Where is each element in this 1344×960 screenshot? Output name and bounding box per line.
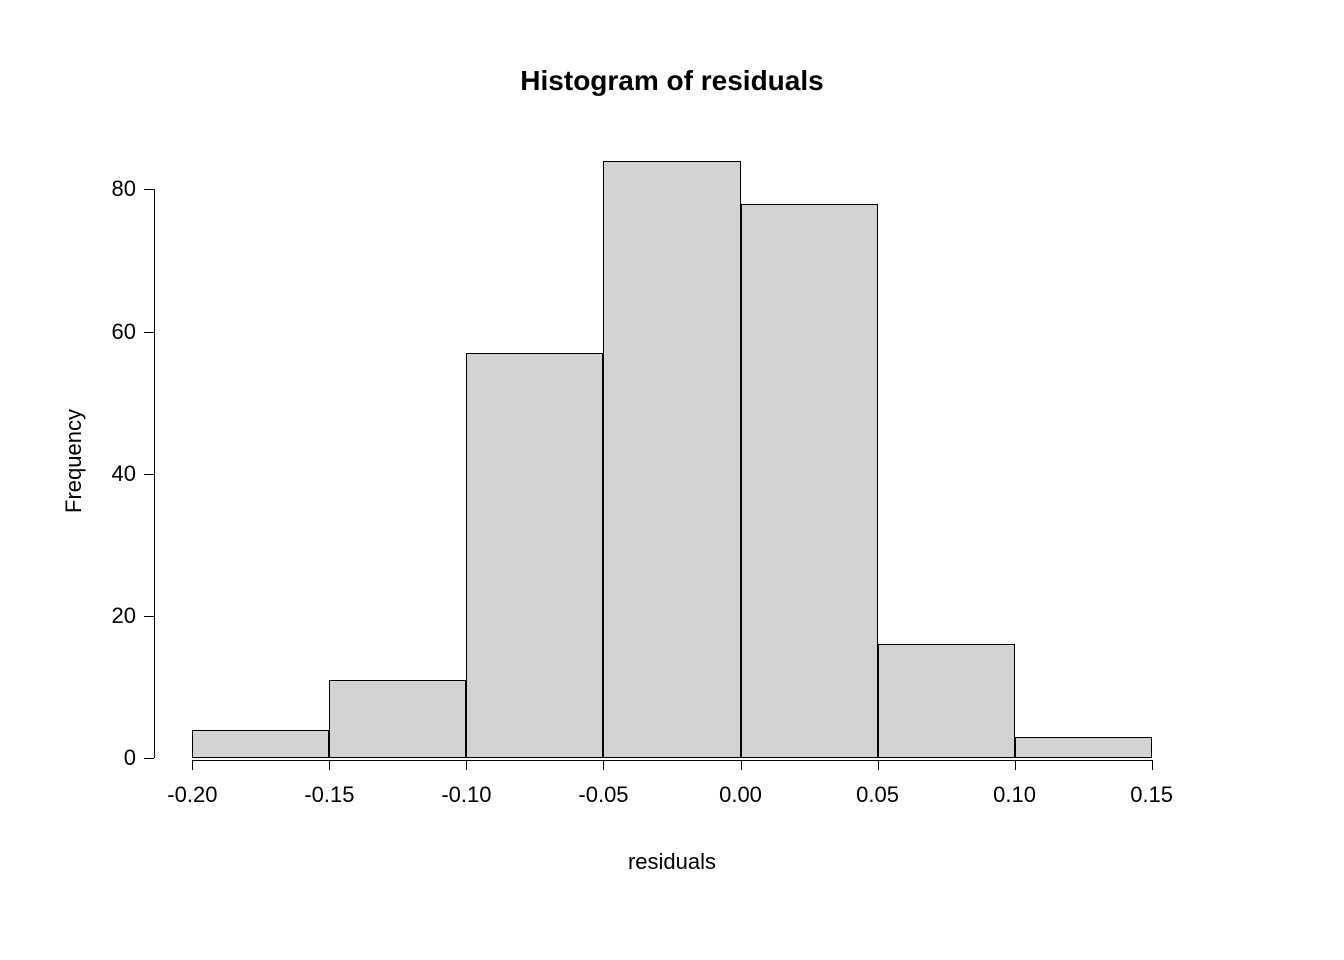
x-axis-label: residuals	[154, 849, 1190, 875]
x-axis-line	[192, 760, 1151, 761]
x-tick	[741, 760, 742, 770]
y-tick	[144, 474, 154, 475]
histogram-bar	[741, 204, 878, 758]
x-tick	[1152, 760, 1153, 770]
histogram-bar	[1015, 737, 1152, 758]
histogram-bar	[329, 680, 466, 758]
y-tick-label: 20	[76, 603, 136, 629]
y-tick	[144, 189, 154, 190]
histogram-chart: Histogram of residuals Frequency residua…	[0, 0, 1344, 960]
y-tick	[144, 758, 154, 759]
y-tick-label: 40	[76, 461, 136, 487]
histogram-bar	[603, 161, 740, 758]
histogram-bar	[878, 644, 1015, 758]
histogram-bar	[466, 353, 603, 758]
x-tick-label: -0.05	[553, 782, 653, 808]
y-tick-label: 80	[76, 176, 136, 202]
x-tick	[878, 760, 879, 770]
x-tick	[1015, 760, 1016, 770]
x-tick-label: 0.05	[828, 782, 928, 808]
plot-area	[154, 161, 1190, 758]
y-tick-label: 0	[76, 745, 136, 771]
chart-title: Histogram of residuals	[0, 65, 1344, 97]
x-tick-label: -0.15	[279, 782, 379, 808]
y-tick-label: 60	[76, 319, 136, 345]
x-tick	[192, 760, 193, 770]
x-tick	[466, 760, 467, 770]
x-tick-label: 0.15	[1102, 782, 1202, 808]
x-tick	[603, 760, 604, 770]
y-tick	[144, 332, 154, 333]
x-tick-label: -0.10	[416, 782, 516, 808]
histogram-bar	[192, 730, 329, 758]
x-tick-label: 0.00	[691, 782, 791, 808]
x-tick-label: -0.20	[142, 782, 242, 808]
y-axis-line	[154, 189, 155, 758]
x-tick	[329, 760, 330, 770]
y-tick	[144, 616, 154, 617]
x-tick-label: 0.10	[965, 782, 1065, 808]
